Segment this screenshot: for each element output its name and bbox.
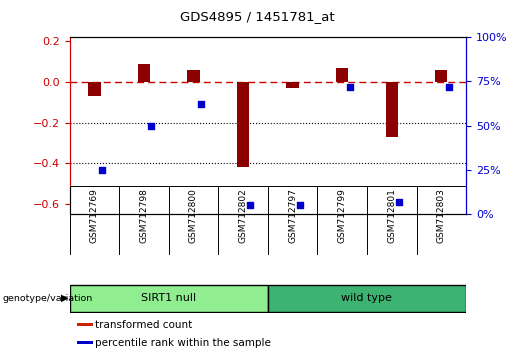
Point	[246, 202, 254, 208]
Text: GSM712803: GSM712803	[437, 188, 446, 243]
Point	[395, 199, 403, 205]
Bar	[88, 82, 100, 96]
Bar	[77, 323, 93, 326]
Bar	[336, 68, 348, 82]
Bar	[237, 82, 249, 167]
Point	[197, 102, 205, 107]
Text: percentile rank within the sample: percentile rank within the sample	[95, 338, 271, 348]
Point	[444, 84, 453, 90]
FancyBboxPatch shape	[268, 285, 466, 312]
Point	[296, 202, 304, 208]
Text: wild type: wild type	[341, 293, 392, 303]
Text: GSM712800: GSM712800	[189, 188, 198, 243]
Text: GSM712802: GSM712802	[238, 188, 248, 243]
Bar	[286, 82, 299, 88]
Text: GDS4895 / 1451781_at: GDS4895 / 1451781_at	[180, 10, 335, 23]
Text: SIRT1 null: SIRT1 null	[141, 293, 196, 303]
Text: transformed count: transformed count	[95, 320, 193, 330]
Bar	[138, 64, 150, 82]
FancyBboxPatch shape	[70, 285, 268, 312]
Point	[346, 84, 354, 90]
Text: GSM712798: GSM712798	[140, 188, 148, 243]
Text: GSM712799: GSM712799	[338, 188, 347, 243]
Text: ▶: ▶	[61, 293, 68, 303]
Text: GSM712769: GSM712769	[90, 188, 99, 243]
Bar	[187, 70, 200, 82]
Bar	[386, 82, 398, 137]
Text: genotype/variation: genotype/variation	[3, 294, 93, 303]
Text: GSM712801: GSM712801	[387, 188, 396, 243]
Point	[98, 167, 106, 173]
Point	[147, 123, 156, 129]
Bar	[77, 341, 93, 344]
Text: GSM712797: GSM712797	[288, 188, 297, 243]
Bar	[435, 70, 448, 82]
